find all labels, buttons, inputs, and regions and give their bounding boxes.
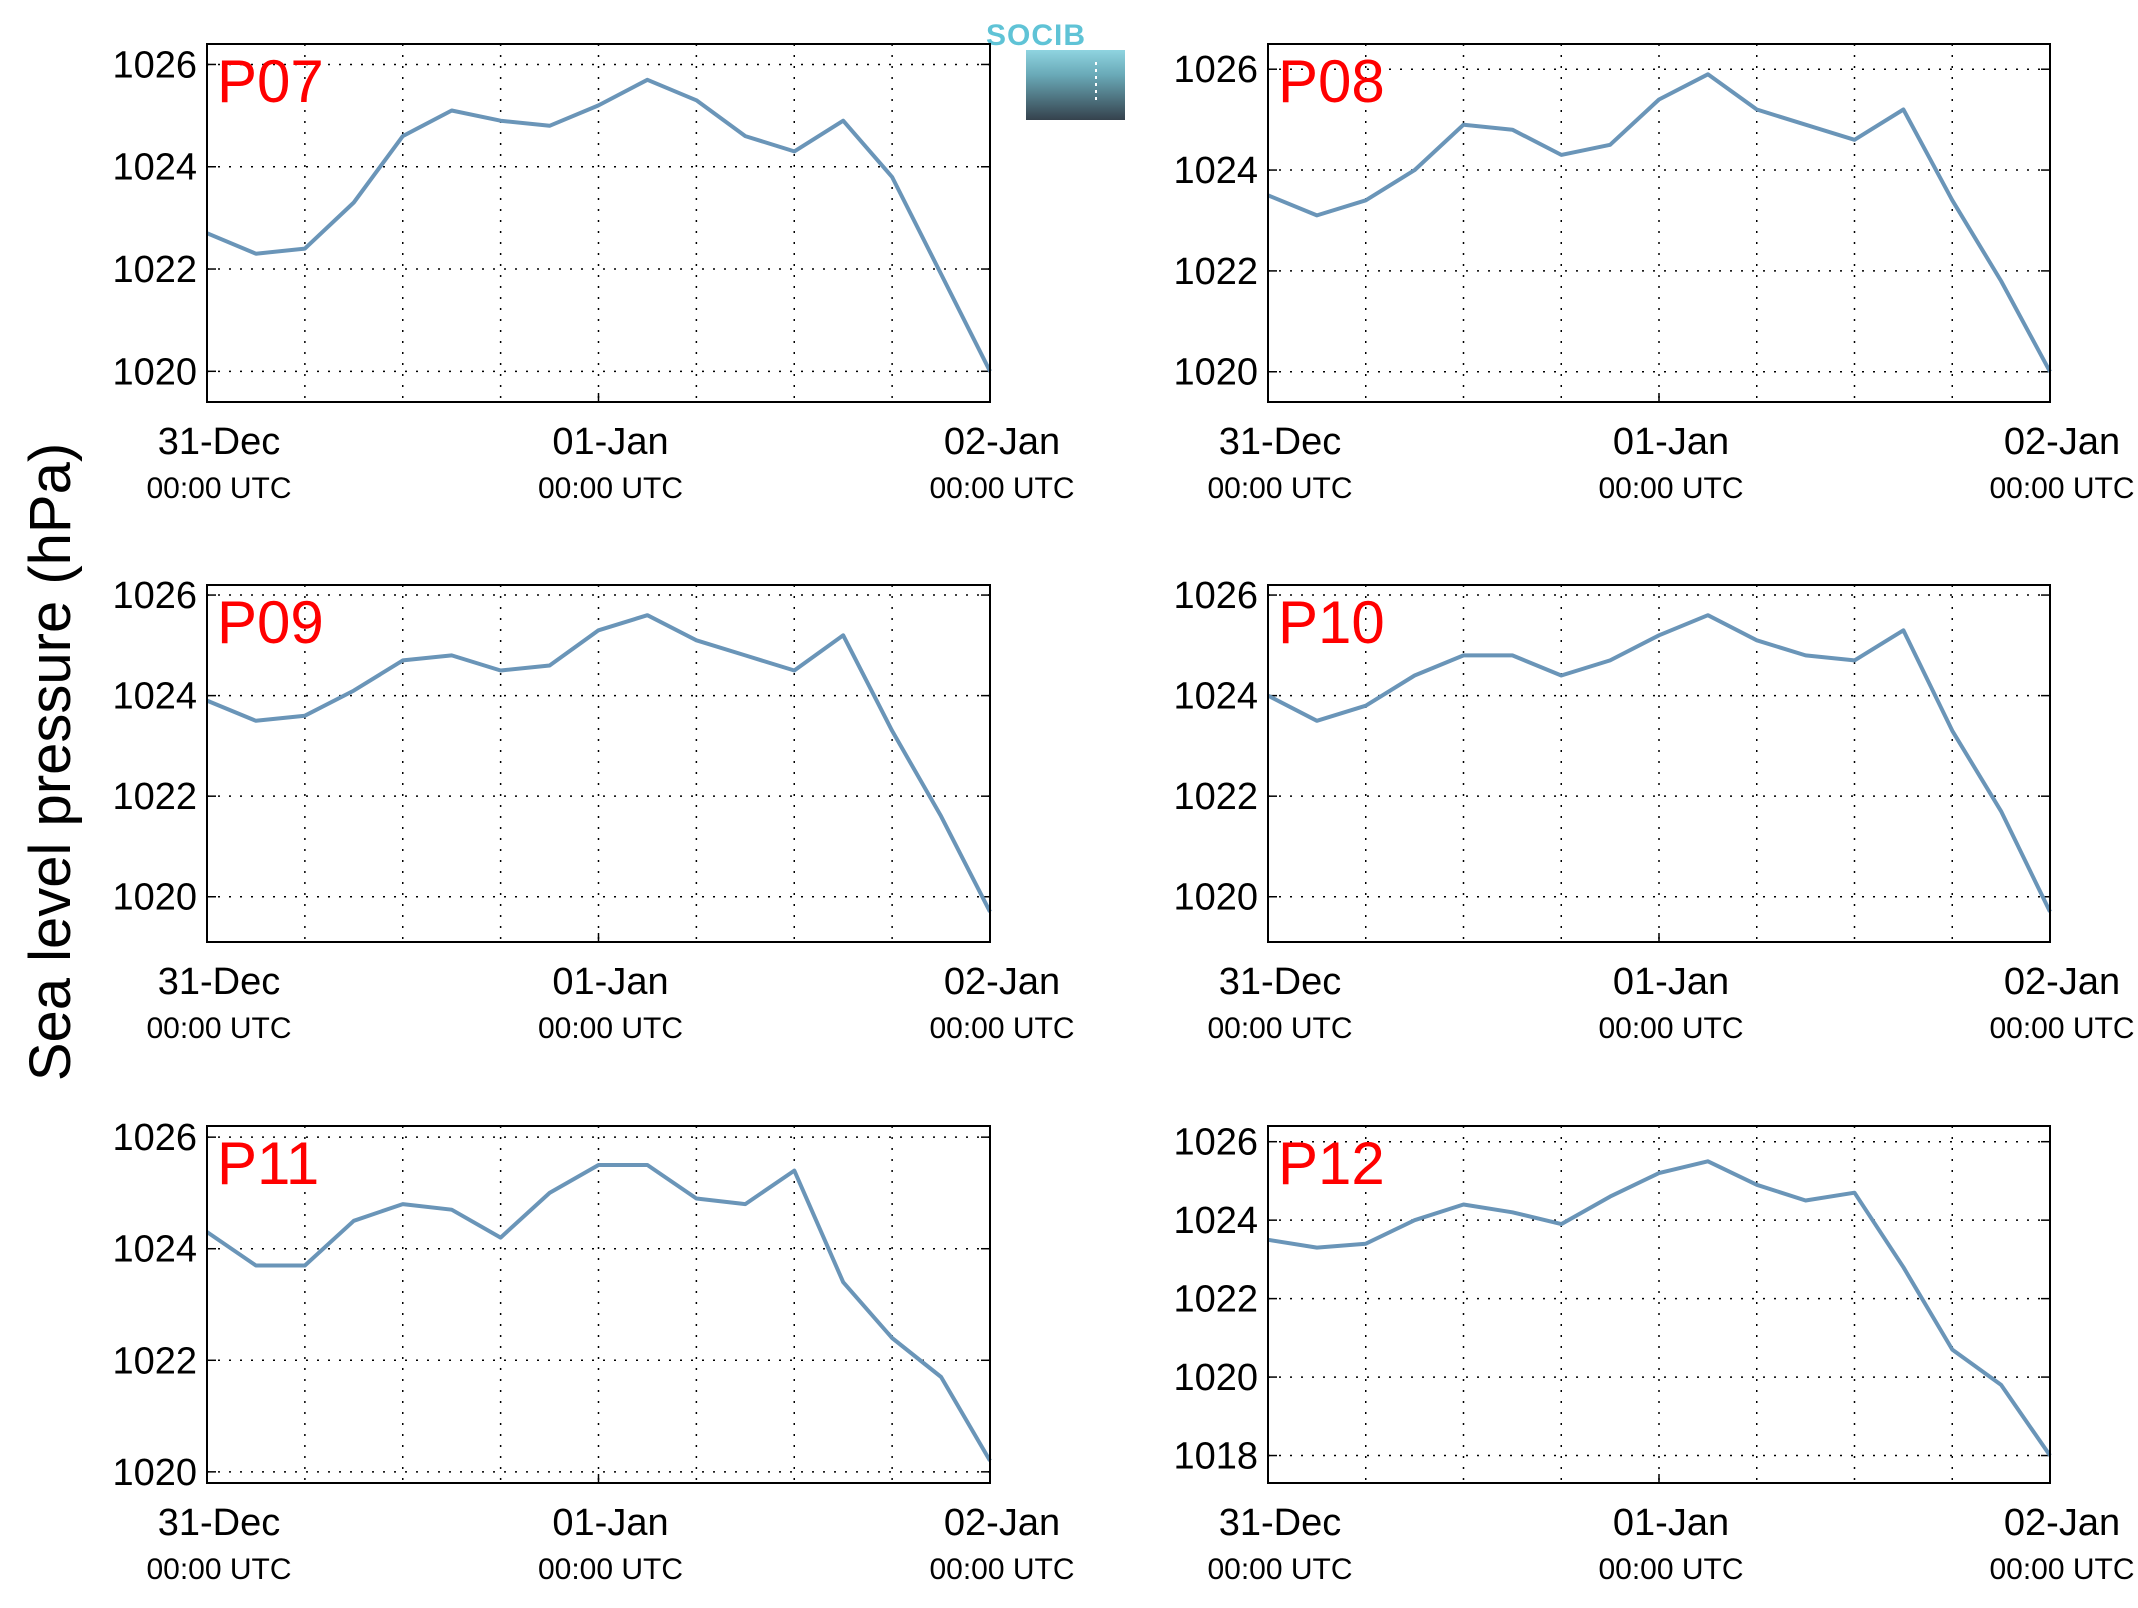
x-tick-sublabel: 00:00 UTC (538, 1553, 683, 1586)
y-tick-label: 1022 (1173, 776, 1258, 818)
y-tick-label: 1024 (1173, 676, 1258, 718)
y-tick-label: 1024 (1173, 150, 1258, 192)
y-tick-label: 1022 (112, 1340, 197, 1382)
y-tick-label: 1022 (1173, 251, 1258, 293)
chart-panel: 1020 1022 1024 1026 31-Dec 00:00 UTC 01-Jan 00:… (112, 1117, 1074, 1586)
y-tick-label: 1026 (1173, 575, 1258, 617)
chart-panel: 1020 1022 1024 1026 31-Dec 00:00 UTC 01-Jan 00:… (1173, 43, 2135, 505)
x-tick-label: 31-Dec (1219, 421, 1342, 463)
y-tick-label: 1026 (1173, 1122, 1258, 1164)
x-tick-label: 01-Jan (552, 961, 668, 1003)
x-tick-sublabel: 00:00 UTC (146, 1012, 291, 1045)
x-tick-label: 31-Dec (158, 421, 281, 463)
x-tick-sublabel: 00:00 UTC (929, 1553, 1074, 1586)
x-tick-label: 02-Jan (944, 1502, 1060, 1544)
axes-frame (206, 43, 991, 403)
x-tick-sublabel: 00:00 UTC (929, 1012, 1074, 1045)
x-tick-sublabel: 00:00 UTC (146, 1553, 291, 1586)
y-tick-label: 1022 (1173, 1279, 1258, 1321)
panel-label: P09 (217, 589, 324, 656)
y-tick-label: 1022 (112, 776, 197, 818)
x-tick-sublabel: 00:00 UTC (1207, 1553, 1352, 1586)
x-tick-sublabel: 00:00 UTC (1598, 472, 1743, 505)
x-tick-label: 02-Jan (2004, 421, 2120, 463)
y-tick-label: 1026 (112, 44, 197, 86)
logo-block (1026, 50, 1125, 120)
y-tick-label: 1024 (112, 676, 197, 718)
x-tick-label: 02-Jan (2004, 1502, 2120, 1544)
y-tick-label: 1026 (112, 1117, 197, 1159)
x-tick-label: 02-Jan (944, 961, 1060, 1003)
x-tick-label: 01-Jan (1613, 1502, 1729, 1544)
panel-label: P08 (1278, 48, 1385, 115)
x-tick-sublabel: 00:00 UTC (1989, 1553, 2134, 1586)
y-axis-label: Sea level pressure (hPa) (18, 443, 83, 1081)
x-tick-label: 31-Dec (1219, 961, 1342, 1003)
y-tick-label: 1024 (112, 1229, 197, 1271)
y-tick-label: 1020 (112, 877, 197, 919)
y-tick-label: 1020 (112, 351, 197, 393)
y-tick-label: 1026 (112, 575, 197, 617)
data-line (1267, 1159, 2052, 1457)
y-tick-label: 1020 (1173, 1357, 1258, 1399)
x-tick-sublabel: 00:00 UTC (1989, 472, 2134, 505)
panel-label: P07 (217, 48, 324, 115)
socib-logo: SOCIB (986, 19, 1125, 120)
x-tick-sublabel: 00:00 UTC (1989, 1012, 2134, 1045)
x-tick-label: 01-Jan (552, 1502, 668, 1544)
x-tick-sublabel: 00:00 UTC (146, 472, 291, 505)
logo-text: SOCIB (986, 19, 1086, 52)
panel-label: P12 (1278, 1130, 1385, 1197)
chart-panel: 1020 1022 1024 1026 31-Dec 00:00 UTC 01-Jan 00:… (112, 43, 1075, 505)
x-tick-label: 01-Jan (552, 421, 668, 463)
panel-label: P11 (217, 1130, 319, 1197)
x-tick-sublabel: 00:00 UTC (538, 1012, 683, 1045)
x-tick-label: 01-Jan (1613, 961, 1729, 1003)
x-tick-label: 01-Jan (1613, 421, 1729, 463)
axes-frame (1267, 584, 2051, 943)
data-line (206, 77, 992, 373)
x-tick-label: 31-Dec (158, 1502, 281, 1544)
data-line (206, 613, 992, 913)
y-tick-label: 1020 (1173, 877, 1258, 919)
x-tick-sublabel: 00:00 UTC (1207, 472, 1352, 505)
data-line (1267, 72, 2052, 373)
x-tick-sublabel: 00:00 UTC (1598, 1553, 1743, 1586)
y-tick-label: 1018 (1173, 1436, 1258, 1478)
x-tick-label: 02-Jan (2004, 961, 2120, 1003)
x-tick-sublabel: 00:00 UTC (1207, 1012, 1352, 1045)
x-tick-sublabel: 00:00 UTC (1598, 1012, 1743, 1045)
x-tick-label: 31-Dec (158, 961, 281, 1003)
y-tick-label: 1026 (1173, 49, 1258, 91)
axes-frame (206, 1125, 991, 1484)
x-tick-label: 02-Jan (944, 421, 1060, 463)
chart-panel: 1020 1022 1024 1026 31-Dec 00:00 UTC 01-Jan 00:… (1173, 575, 2134, 1045)
x-tick-sublabel: 00:00 UTC (538, 472, 683, 505)
chart-panel: 1018 1020 1022 1024 1026 31-Dec 00:00 UTC 01-Ja… (1173, 1122, 2134, 1586)
chart-panel: 1020 1022 1024 1026 31-Dec 00:00 UTC 01-Jan 00:… (112, 575, 1074, 1045)
data-line (205, 1163, 992, 1462)
y-tick-label: 1024 (1173, 1200, 1258, 1242)
y-tick-label: 1020 (1173, 352, 1258, 394)
axes-frame (1267, 1125, 2051, 1484)
x-tick-sublabel: 00:00 UTC (929, 472, 1074, 505)
axes-frame (1267, 43, 2051, 403)
axes-frame (206, 584, 991, 943)
data-line (1267, 613, 2052, 913)
y-tick-label: 1024 (112, 147, 197, 189)
x-tick-label: 31-Dec (1219, 1502, 1342, 1544)
panel-label: P10 (1278, 589, 1385, 656)
y-tick-label: 1022 (112, 249, 197, 291)
y-tick-label: 1020 (112, 1452, 197, 1494)
